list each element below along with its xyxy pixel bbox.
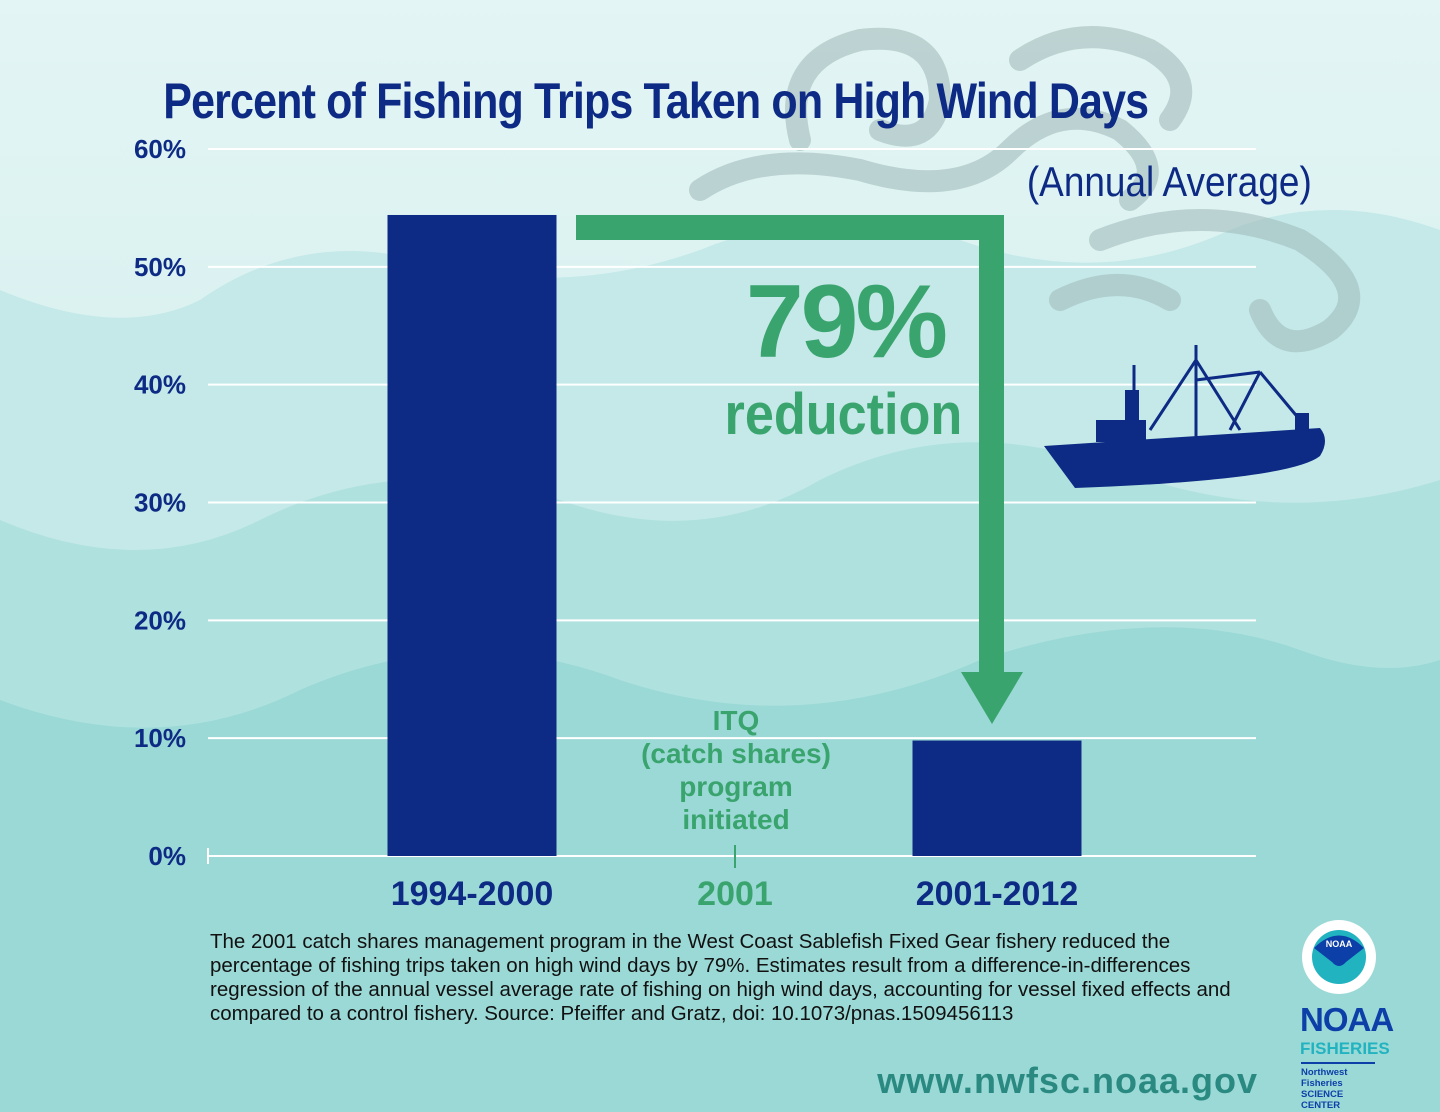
science-center-label: Northwest Fisheries SCIENCE CENTER (1301, 1062, 1375, 1111)
event-annotation: ITQ (catch shares) program initiated (600, 704, 872, 836)
reduction-arrow (576, 215, 1023, 724)
x-tick-label: 2001-2012 (916, 875, 1079, 913)
noaa-logo-text: NOAA (1300, 1001, 1394, 1038)
event-line: (catch shares) (641, 738, 831, 769)
event-line: initiated (682, 804, 790, 835)
bar-1994-2000 (387, 214, 557, 856)
y-tick-label: 50% (134, 252, 186, 282)
reduction-value: 79% (745, 264, 948, 380)
x-tick-label: 2001 (697, 875, 773, 913)
center-line: SCIENCE CENTER (1301, 1089, 1344, 1111)
y-tick-label: 0% (148, 841, 186, 871)
wind-swirls-decoration (689, 26, 1361, 353)
y-tick-label: 40% (134, 370, 186, 400)
chart-subtitle: (Annual Average) (1027, 158, 1312, 205)
event-line: program (679, 771, 793, 802)
x-tick-label: 1994-2000 (391, 875, 554, 913)
y-tick-label: 30% (134, 488, 186, 518)
chart-title: Percent of Fishing Trips Taken on High W… (163, 73, 1149, 129)
noaa-seal-logo: NOAA (1302, 920, 1376, 994)
y-tick-label: 20% (134, 605, 186, 635)
y-tick-label: 10% (134, 723, 186, 753)
event-line: ITQ (712, 705, 760, 736)
fisheries-logo-text: FISHERIES (1300, 1039, 1390, 1058)
footnote: The 2001 catch shares management program… (210, 930, 1231, 1025)
seal-text: NOAA (1326, 939, 1353, 949)
bar-2001-2012 (912, 740, 1082, 856)
center-line: Northwest Fisheries (1301, 1067, 1348, 1089)
y-tick-label: 60% (134, 134, 186, 164)
reduction-label: reduction (724, 382, 963, 447)
fishing-boat-icon (1044, 345, 1325, 488)
website-link[interactable]: www.nwfsc.noaa.gov (877, 1060, 1258, 1101)
